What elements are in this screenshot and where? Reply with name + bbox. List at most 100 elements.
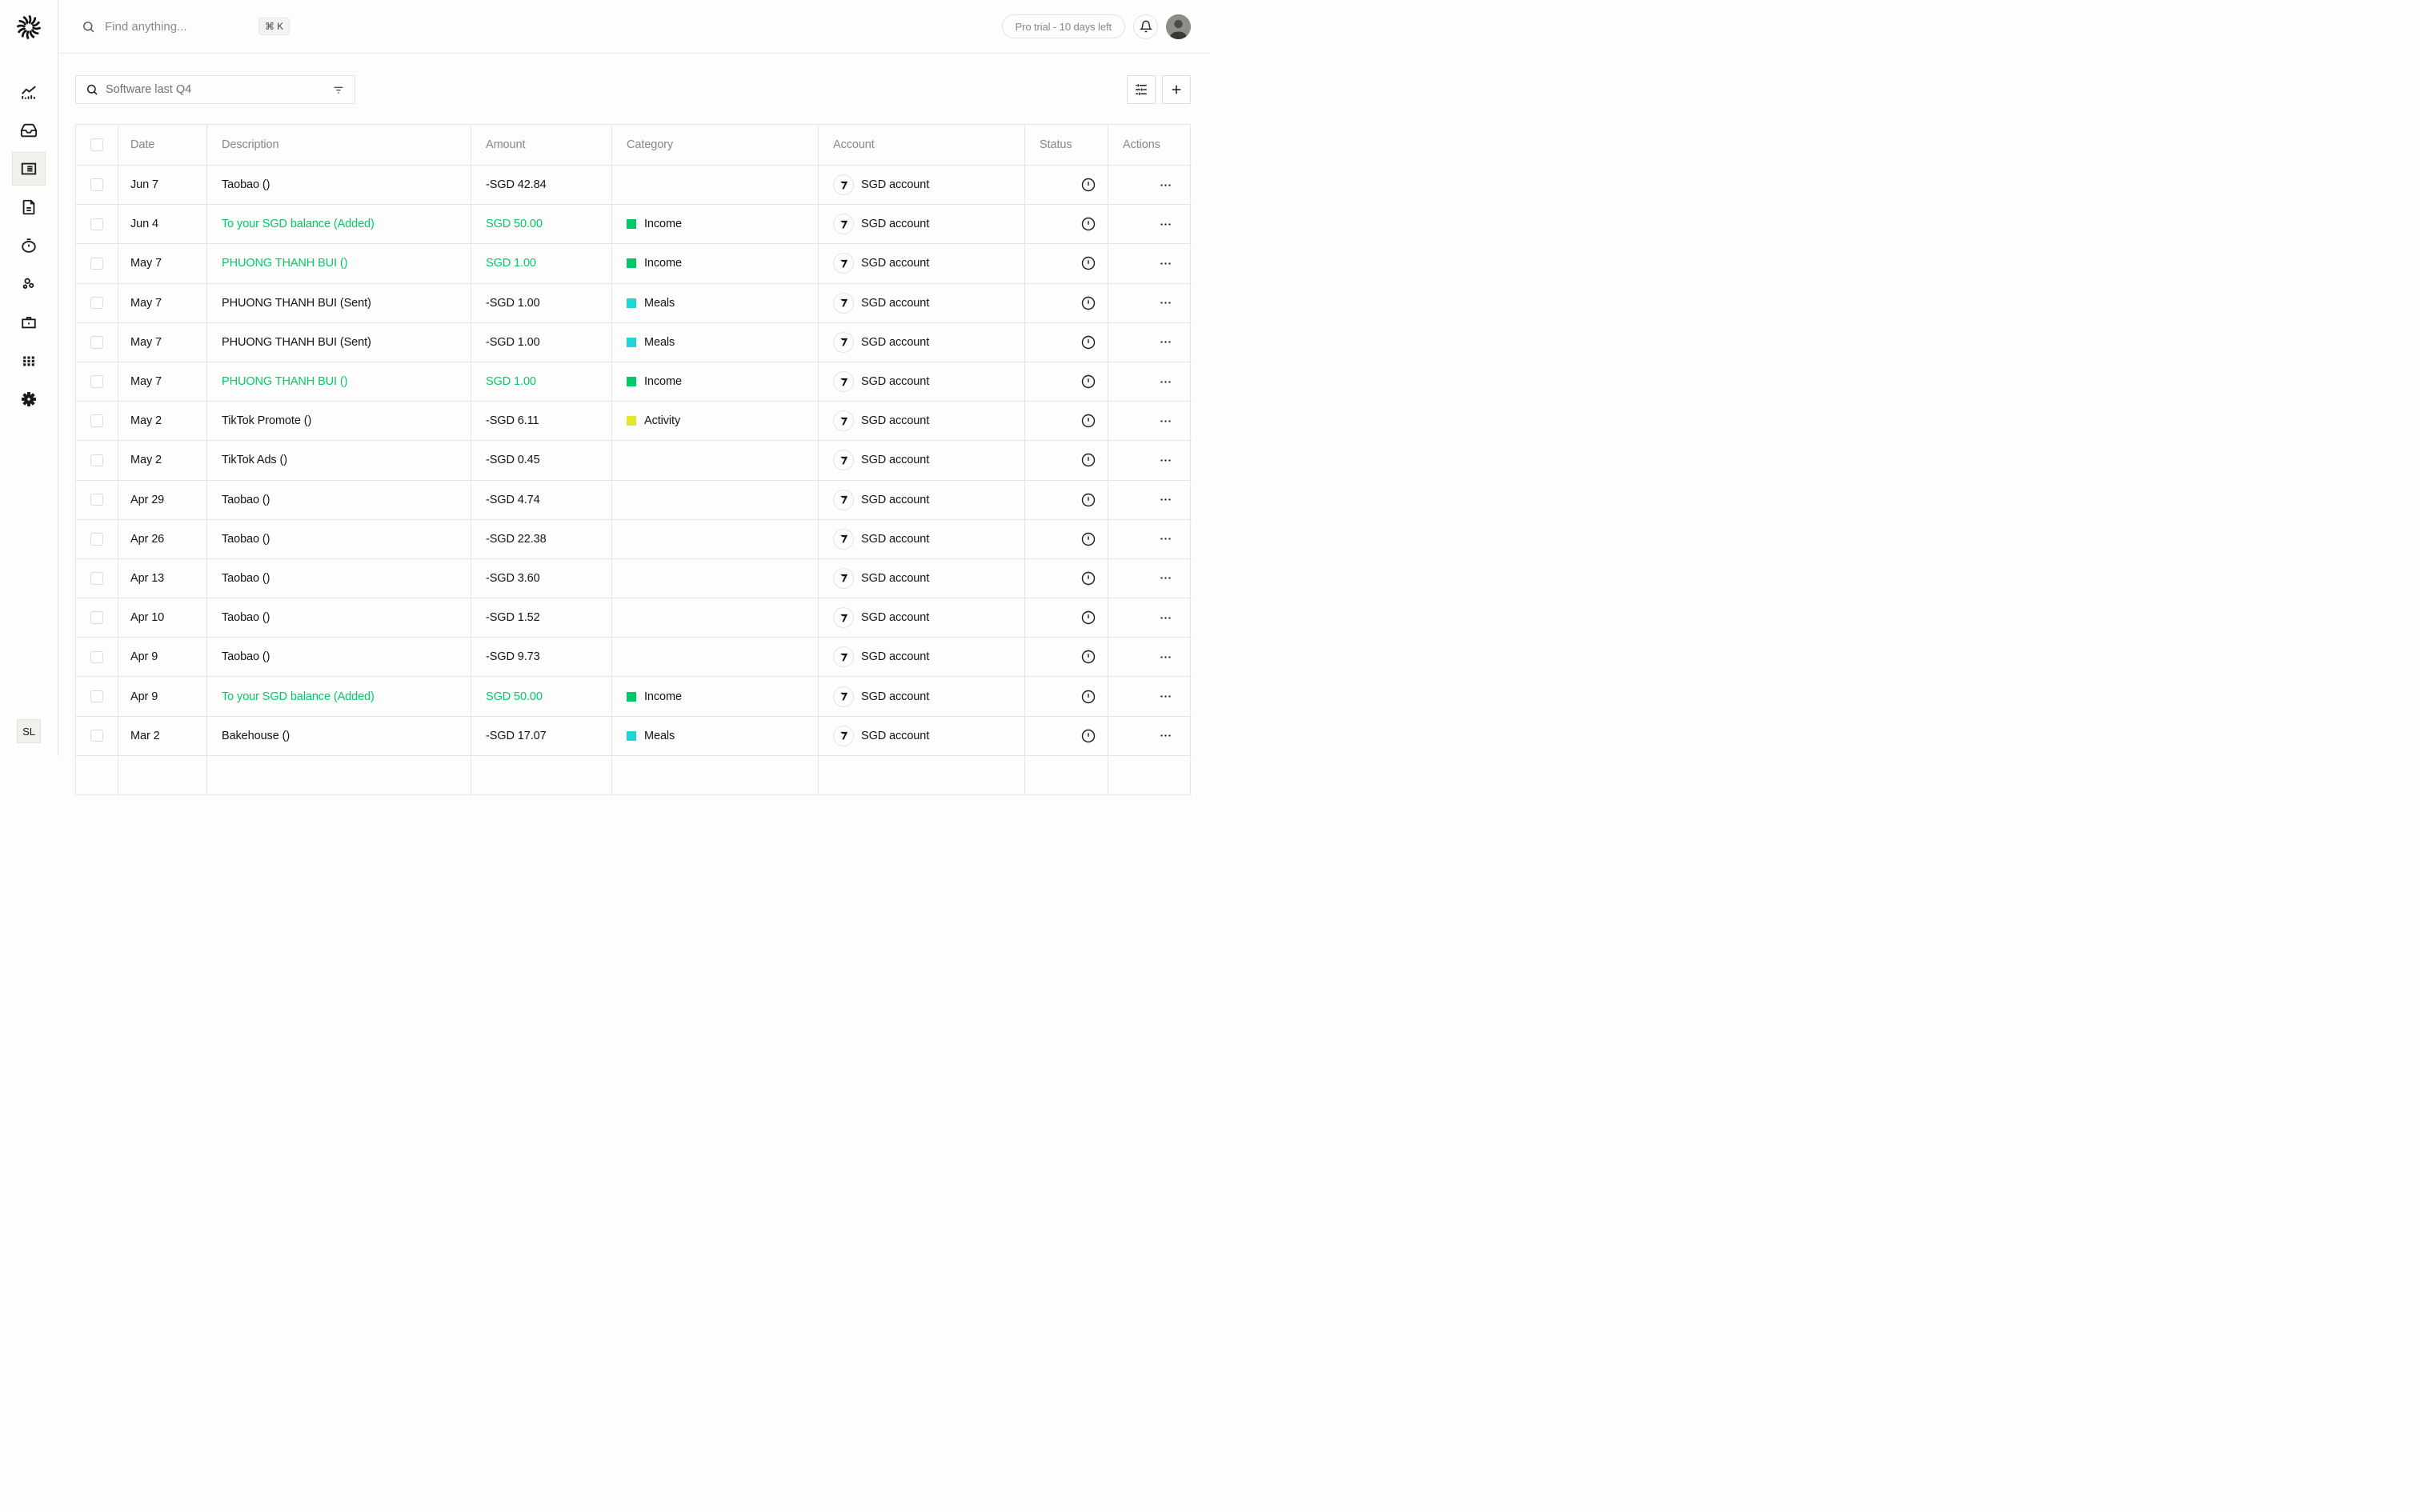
alert-circle-icon[interactable] xyxy=(1080,728,1096,744)
alert-circle-icon[interactable] xyxy=(1080,177,1096,193)
table-row[interactable]: Jun 4 To your SGD balance (Added) SGD 50… xyxy=(76,205,1192,245)
row-checkbox[interactable] xyxy=(90,572,103,585)
alert-circle-icon[interactable] xyxy=(1080,610,1096,626)
sidebar-item-inbox[interactable] xyxy=(12,114,46,147)
ellipsis-icon[interactable] xyxy=(1159,414,1172,428)
ellipsis-icon[interactable] xyxy=(1159,532,1172,546)
header-status[interactable]: Status xyxy=(1025,125,1108,166)
row-checkbox[interactable] xyxy=(90,218,103,231)
alert-circle-icon[interactable] xyxy=(1080,452,1096,468)
row-checkbox[interactable] xyxy=(90,729,103,742)
row-checkbox[interactable] xyxy=(90,336,103,349)
category-cell xyxy=(612,598,819,638)
actions-cell xyxy=(1108,323,1192,362)
sidebar-item-settings[interactable] xyxy=(12,382,46,416)
category-cell xyxy=(612,441,819,481)
ellipsis-icon[interactable] xyxy=(1159,729,1172,742)
alert-circle-icon[interactable] xyxy=(1080,413,1096,429)
table-row[interactable]: Apr 13 Taobao () -SGD 3.60 SGD account xyxy=(76,558,1192,599)
header-amount[interactable]: Amount xyxy=(471,125,612,166)
alert-circle-icon[interactable] xyxy=(1080,492,1096,508)
ellipsis-icon[interactable] xyxy=(1159,218,1172,231)
table-row[interactable]: Jun 7 Taobao () -SGD 42.84 SGD account xyxy=(76,166,1192,206)
filter-icon[interactable] xyxy=(332,83,345,96)
ellipsis-icon[interactable] xyxy=(1159,375,1172,389)
alert-circle-icon[interactable] xyxy=(1080,531,1096,547)
add-transaction-button[interactable] xyxy=(1162,75,1191,104)
row-checkbox[interactable] xyxy=(90,533,103,546)
status-cell xyxy=(1025,480,1108,520)
user-avatar[interactable] xyxy=(1166,14,1191,39)
table-row[interactable]: May 2 TikTok Promote () -SGD 6.11 Activi… xyxy=(76,402,1192,442)
row-checkbox[interactable] xyxy=(90,296,103,310)
ellipsis-icon[interactable] xyxy=(1159,611,1172,625)
header-description[interactable]: Description xyxy=(207,125,471,166)
select-all-checkbox[interactable] xyxy=(90,138,103,151)
alert-circle-icon[interactable] xyxy=(1080,216,1096,232)
alert-circle-icon[interactable] xyxy=(1080,570,1096,586)
ellipsis-icon[interactable] xyxy=(1159,257,1172,270)
transactions-filter-input[interactable] xyxy=(106,83,325,96)
global-search[interactable]: ⌘ K xyxy=(82,18,290,35)
sidebar-item-overview[interactable] xyxy=(12,75,46,109)
team-badge[interactable]: SL xyxy=(17,719,41,743)
table-row[interactable]: May 7 PHUONG THANH BUI (Sent) -SGD 1.00 … xyxy=(76,322,1192,362)
table-row[interactable]: Apr 10 Taobao () -SGD 1.52 SGD account xyxy=(76,598,1192,638)
sidebar-item-customers[interactable] xyxy=(12,267,46,301)
table-row[interactable]: Apr 29 Taobao () -SGD 4.74 SGD account xyxy=(76,480,1192,520)
trial-badge[interactable]: Pro trial - 10 days left xyxy=(1001,14,1125,38)
ellipsis-icon[interactable] xyxy=(1159,650,1172,664)
table-row[interactable]: May 7 PHUONG THANH BUI () SGD 1.00 Incom… xyxy=(76,244,1192,284)
row-select-cell xyxy=(76,519,118,559)
ellipsis-icon[interactable] xyxy=(1159,454,1172,467)
sidebar-item-apps[interactable] xyxy=(12,344,46,378)
transactions-filter[interactable] xyxy=(75,75,355,104)
table-row[interactable]: May 7 PHUONG THANH BUI (Sent) -SGD 1.00 … xyxy=(76,283,1192,323)
row-checkbox[interactable] xyxy=(90,414,103,427)
ellipsis-icon[interactable] xyxy=(1159,178,1172,192)
sidebar-item-vault[interactable] xyxy=(12,306,46,339)
account-cell: SGD account xyxy=(819,322,1025,362)
sidebar-item-transactions[interactable] xyxy=(12,152,46,186)
column-settings-button[interactable] xyxy=(1127,75,1156,104)
alert-circle-icon[interactable] xyxy=(1080,334,1096,350)
status-cell xyxy=(1025,166,1108,206)
table-row[interactable]: May 2 TikTok Ads () -SGD 0.45 SGD accoun… xyxy=(76,441,1192,481)
header-date[interactable]: Date xyxy=(118,125,207,166)
row-checkbox[interactable] xyxy=(90,375,103,388)
table-row[interactable]: Apr 9 Taobao () -SGD 9.73 SGD account xyxy=(76,638,1192,678)
app-logo[interactable] xyxy=(0,0,58,54)
table-row[interactable]: Apr 9 To your SGD balance (Added) SGD 50… xyxy=(76,677,1192,717)
category-cell xyxy=(612,166,819,206)
row-checkbox[interactable] xyxy=(90,650,103,664)
status-cell xyxy=(1025,205,1108,245)
alert-circle-icon[interactable] xyxy=(1080,689,1096,705)
row-checkbox[interactable] xyxy=(90,690,103,703)
table-row[interactable]: May 7 PHUONG THANH BUI () SGD 1.00 Incom… xyxy=(76,362,1192,402)
row-checkbox[interactable] xyxy=(90,178,103,191)
header-actions[interactable]: Actions xyxy=(1108,125,1192,166)
alert-circle-icon[interactable] xyxy=(1080,295,1096,311)
table-row[interactable]: Mar 2 Bakehouse () -SGD 17.07 Meals SGD … xyxy=(76,716,1192,756)
amount-cell: SGD 1.00 xyxy=(471,362,612,402)
row-checkbox[interactable] xyxy=(90,257,103,270)
status-cell xyxy=(1025,598,1108,638)
row-checkbox[interactable] xyxy=(90,493,103,506)
row-checkbox[interactable] xyxy=(90,611,103,624)
ellipsis-icon[interactable] xyxy=(1159,296,1172,310)
header-account[interactable]: Account xyxy=(819,125,1025,166)
global-search-input[interactable] xyxy=(105,19,249,34)
ellipsis-icon[interactable] xyxy=(1159,690,1172,703)
sidebar-item-invoices[interactable] xyxy=(12,190,46,224)
sidebar-item-tracker[interactable] xyxy=(12,229,46,262)
ellipsis-icon[interactable] xyxy=(1159,335,1172,349)
table-row[interactable]: Apr 26 Taobao () -SGD 22.38 SGD account xyxy=(76,519,1192,559)
ellipsis-icon[interactable] xyxy=(1159,571,1172,585)
notifications-button[interactable] xyxy=(1133,14,1158,39)
alert-circle-icon[interactable] xyxy=(1080,374,1096,390)
row-checkbox[interactable] xyxy=(90,454,103,467)
alert-circle-icon[interactable] xyxy=(1080,255,1096,271)
ellipsis-icon[interactable] xyxy=(1159,493,1172,506)
alert-circle-icon[interactable] xyxy=(1080,649,1096,665)
header-category[interactable]: Category xyxy=(612,125,819,166)
